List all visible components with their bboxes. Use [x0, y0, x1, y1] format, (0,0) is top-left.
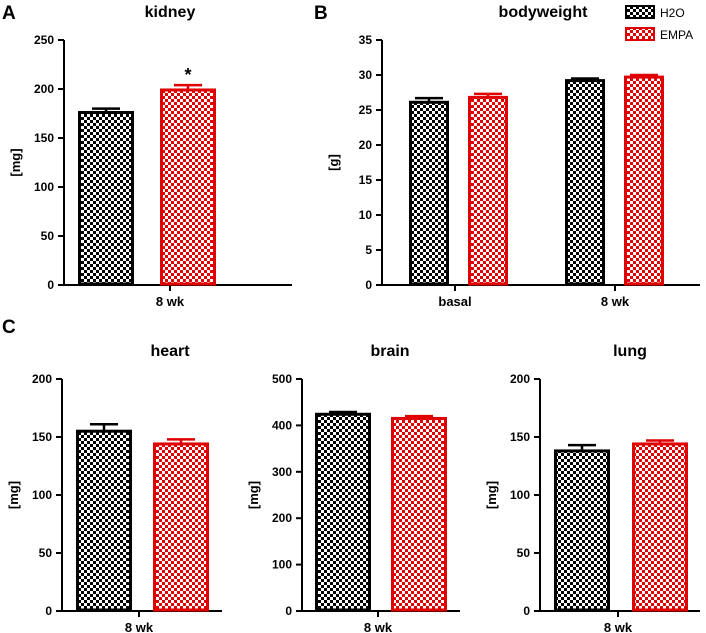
y-tick-label-heart: 200 — [32, 372, 52, 386]
chart-title-bodyweight: bodyweight — [499, 4, 589, 21]
bar-bodyweight-empa — [624, 75, 664, 286]
chart-title-kidney: kidney — [145, 4, 196, 21]
y-tick-label-bodyweight: 5 — [365, 243, 372, 257]
legend-item-h2o: H2O — [625, 5, 685, 20]
bar-brain-empa — [391, 416, 447, 612]
bar-kidney-empa — [160, 88, 216, 286]
chart-title-brain: brain — [370, 343, 409, 360]
significance-marker-kidney: * — [184, 65, 191, 85]
y-tick-label-kidney: 50 — [41, 229, 55, 243]
y-tick-label-bodyweight: 35 — [359, 33, 373, 47]
bar-lung-h2o — [554, 449, 610, 612]
legend-label-h2o: H2O — [660, 6, 685, 20]
bar-brain-h2o — [315, 412, 371, 612]
y-tick-label-kidney: 200 — [34, 82, 54, 96]
x-tick-label-bodyweight: 8 wk — [601, 294, 630, 309]
y-tick-label-brain: 500 — [272, 372, 292, 386]
legend-swatch-h2o — [625, 5, 655, 19]
y-tick-label-kidney: 250 — [34, 33, 54, 47]
y-tick-label-brain: 0 — [285, 604, 292, 618]
y-tick-label-brain: 300 — [272, 465, 292, 479]
y-tick-label-kidney: 0 — [47, 278, 54, 292]
y-tick-label-heart: 50 — [39, 546, 53, 560]
y-tick-label-bodyweight: 10 — [359, 208, 373, 222]
y-tick-label-brain: 400 — [272, 418, 292, 432]
legend-swatch-empa — [625, 27, 655, 41]
y-tick-label-bodyweight: 20 — [359, 138, 373, 152]
panel-letter-kidney: A — [2, 3, 16, 24]
y-tick-label-lung: 200 — [510, 372, 530, 386]
y-axis-label-heart: [mg] — [6, 481, 21, 509]
y-tick-label-lung: 100 — [510, 488, 530, 502]
x-tick-label-bodyweight: basal — [438, 294, 471, 309]
y-tick-label-brain: 200 — [272, 511, 292, 525]
y-tick-label-bodyweight: 0 — [365, 278, 372, 292]
y-tick-label-bodyweight: 25 — [359, 103, 373, 117]
legend: H2O EMPA — [625, 5, 693, 42]
bar-lung-empa — [632, 442, 688, 612]
chart-title-lung: lung — [613, 343, 647, 360]
legend-item-empa: EMPA — [625, 27, 693, 42]
chart-title-heart: heart — [150, 343, 190, 360]
legend-label-empa: EMPA — [660, 28, 693, 42]
x-tick-label-kidney: 8 wk — [156, 294, 185, 309]
chart-brain: brain [mg] 0 100 200 300 400 500 8 wk — [246, 343, 460, 633]
y-tick-label-lung: 150 — [510, 430, 530, 444]
y-tick-label-heart: 150 — [32, 430, 52, 444]
bar-kidney-h2o — [78, 111, 134, 286]
x-tick-label-brain: 8 wk — [364, 620, 393, 633]
bar-bodyweight-h2o — [409, 100, 449, 286]
y-tick-label-lung: 50 — [517, 546, 531, 560]
y-axis-label-kidney: [mg] — [8, 148, 23, 176]
x-tick-label-heart: 8 wk — [125, 620, 154, 633]
y-tick-label-kidney: 150 — [34, 131, 54, 145]
y-tick-label-bodyweight: 15 — [359, 173, 373, 187]
y-tick-label-lung: 0 — [523, 604, 530, 618]
bar-heart-empa — [153, 442, 209, 612]
y-tick-label-heart: 0 — [45, 604, 52, 618]
y-axis-label-brain: [mg] — [246, 481, 261, 509]
bar-heart-h2o — [76, 429, 132, 612]
y-tick-label-kidney: 100 — [34, 180, 54, 194]
bar-bodyweight-h2o — [565, 79, 605, 286]
x-tick-label-lung: 8 wk — [604, 620, 633, 633]
bar-bodyweight-empa — [468, 95, 508, 286]
panel-letter-bodyweight: B — [314, 3, 328, 24]
y-axis-label-bodyweight: [g] — [326, 154, 341, 171]
y-axis-label-lung: [mg] — [484, 481, 499, 509]
y-tick-label-bodyweight: 30 — [359, 68, 373, 82]
y-tick-label-brain: 100 — [272, 558, 292, 572]
y-tick-label-heart: 100 — [32, 488, 52, 502]
chart-lung: lung [mg] 0 50 100 150 200 8 wk — [484, 343, 700, 633]
panel-letter-heart: C — [2, 317, 16, 338]
